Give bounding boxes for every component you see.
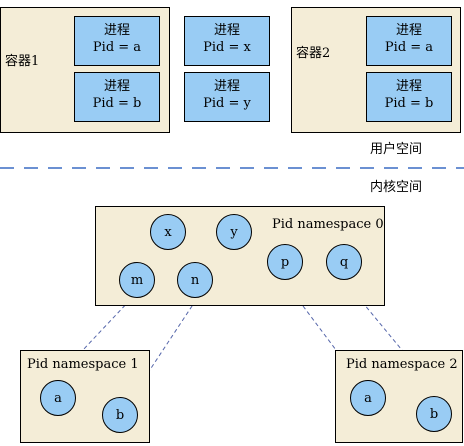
container-1-label: 容器1 (5, 54, 40, 69)
container-1-process-a: 进程 Pid = a (74, 16, 160, 66)
container-2-label: 容器2 (296, 46, 331, 61)
ns0-node-x: x (150, 214, 186, 250)
ns0-node-m: m (119, 262, 155, 298)
process-title: 进程 (103, 79, 130, 94)
process-pid: Pid = b (92, 96, 142, 111)
container-2-process-a: 进程 Pid = a (366, 16, 452, 66)
ns0-node-p: p (267, 244, 303, 280)
pid-namespace-1-label: Pid namespace 1 (27, 357, 139, 372)
ns1-node-b: b (102, 397, 138, 433)
ns0-node-n: n (177, 262, 213, 298)
process-title: 进程 (395, 23, 422, 38)
process-title: 进程 (213, 23, 240, 38)
process-pid: Pid = x (203, 40, 251, 55)
process-title: 进程 (213, 79, 240, 94)
ns1-node-a: a (40, 380, 76, 416)
ns2-node-b: b (416, 396, 452, 432)
link-m-to-a (49, 299, 131, 386)
host-process-y: 进程 Pid = y (184, 72, 270, 122)
user-space-label: 用户空间 (370, 142, 423, 157)
process-pid: Pid = b (384, 96, 434, 111)
process-title: 进程 (103, 23, 130, 38)
process-pid: Pid = y (203, 96, 251, 111)
ns0-node-y: y (216, 214, 252, 250)
process-pid: Pid = a (384, 40, 434, 55)
kernel-space-label: 内核空间 (370, 180, 423, 195)
host-process-x: 进程 Pid = x (184, 16, 270, 66)
pid-namespace-2-label: Pid namespace 2 (346, 357, 458, 372)
ns0-node-q: q (326, 244, 362, 280)
container-2-process-b: 进程 Pid = b (366, 72, 452, 122)
container-1-process-b: 进程 Pid = b (74, 72, 160, 122)
pid-namespace-0-label: Pid namespace 0 (272, 217, 384, 232)
process-title: 进程 (395, 79, 422, 94)
process-pid: Pid = a (92, 40, 142, 55)
ns2-node-a: a (350, 380, 386, 416)
